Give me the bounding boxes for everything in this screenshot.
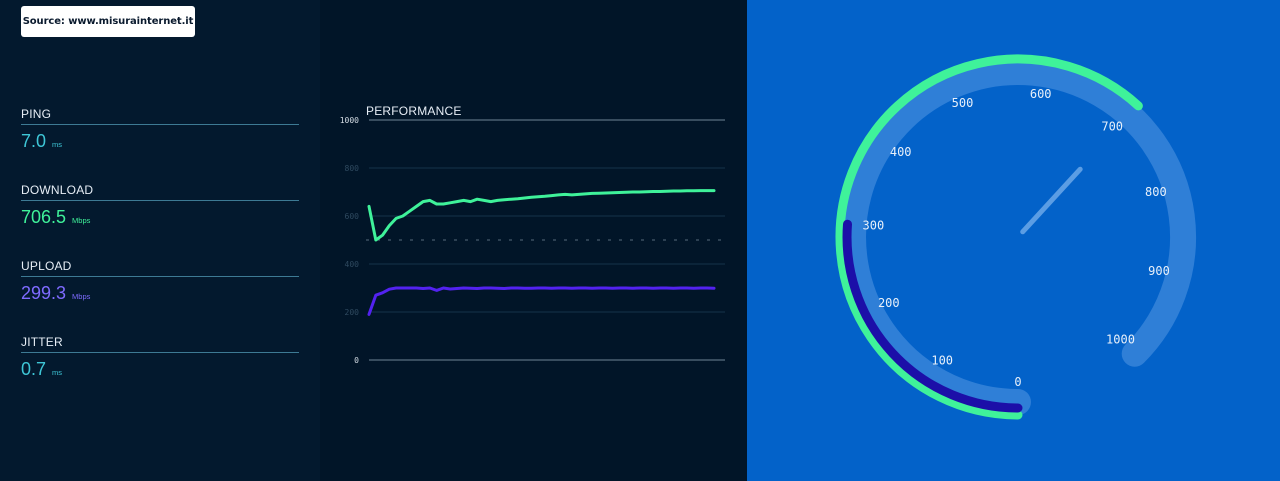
- performance-panel: [320, 0, 747, 481]
- performance-title: PERFORMANCE: [366, 104, 462, 118]
- upload-metric: UPLOAD 299.3 Mbps: [21, 259, 299, 304]
- jitter-metric: JITTER 0.7 ms: [21, 335, 299, 380]
- download-unit: Mbps: [72, 216, 91, 225]
- download-label: DOWNLOAD: [21, 183, 299, 201]
- ping-metric: PING 7.0 ms: [21, 107, 299, 152]
- upload-value: 299.3: [21, 283, 67, 303]
- left-panel: Source: www.misurainternet.it PING 7.0 m…: [0, 0, 320, 481]
- source-button[interactable]: Source: www.misurainternet.it: [21, 6, 195, 37]
- ping-label: PING: [21, 107, 299, 125]
- jitter-unit: ms: [52, 368, 63, 377]
- ping-value: 7.0: [21, 131, 47, 151]
- jitter-value: 0.7: [21, 359, 47, 379]
- download-metric: DOWNLOAD 706.5 Mbps: [21, 183, 299, 228]
- upload-label: UPLOAD: [21, 259, 299, 277]
- gauge-panel: [747, 0, 1280, 481]
- upload-unit: Mbps: [72, 292, 91, 301]
- ping-unit: ms: [52, 140, 63, 149]
- download-value: 706.5: [21, 207, 67, 227]
- jitter-label: JITTER: [21, 335, 299, 353]
